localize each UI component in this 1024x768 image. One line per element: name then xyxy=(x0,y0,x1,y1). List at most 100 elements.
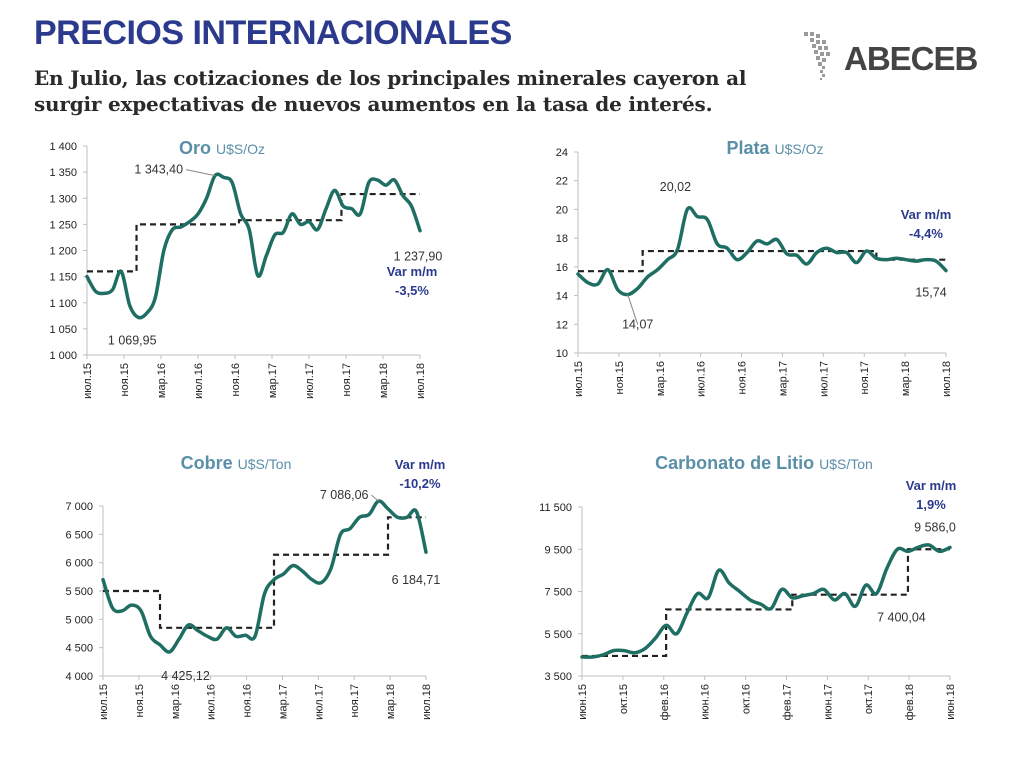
page-title: PRECIOS INTERNACIONALES xyxy=(34,14,512,52)
x-tick-label: ноя.16 xyxy=(230,363,242,396)
x-tick-label: мар.17 xyxy=(267,363,279,398)
x-tick-label: ноя.17 xyxy=(349,684,361,717)
data-label: 4 425,12 xyxy=(161,669,210,683)
y-tick-label: 11 500 xyxy=(539,502,572,514)
y-tick-label: 7 000 xyxy=(65,501,93,513)
x-tick-label: мар.18 xyxy=(900,361,912,396)
price-series-line xyxy=(85,172,422,320)
chart-oro: Oro U$S/Oz 1 000 1 050 1 100 1 150 1 200 1 250 1… xyxy=(49,138,442,399)
x-tick-label: мар.18 xyxy=(385,684,397,719)
price-series-line xyxy=(580,543,952,659)
x-tick-label: июл.18 xyxy=(421,684,433,720)
y-tick-label: 6 000 xyxy=(65,558,93,570)
logo-mark-icon xyxy=(804,32,830,80)
data-label: 20,02 xyxy=(660,180,691,194)
chart-title-main: Oro xyxy=(179,138,211,158)
data-label: 15,74 xyxy=(915,286,946,300)
chart-title: Cobre U$S/Ton xyxy=(181,453,292,473)
x-tick-label: ноя.15 xyxy=(614,361,626,394)
y-tick-label: 4 500 xyxy=(65,643,93,655)
y-tick-label: 1 000 xyxy=(49,350,77,362)
y-tick-label: 1 400 xyxy=(49,141,77,153)
annotation-leader xyxy=(371,494,379,502)
x-tick-label: мар.17 xyxy=(777,361,789,396)
data-label: 6 184,71 xyxy=(392,573,441,587)
x-tick-label: мар.16 xyxy=(655,361,667,396)
chart-title: Oro U$S/Oz xyxy=(179,138,265,158)
logo-text: ABECEB xyxy=(844,40,978,77)
x-tick-label: июл.15 xyxy=(82,363,94,399)
x-tick-label: ноя.15 xyxy=(134,684,146,717)
chart-title-main: Plata xyxy=(726,138,770,158)
data-label: 1 069,95 xyxy=(108,333,157,347)
data-label: 1 237,90 xyxy=(394,250,443,264)
chart-title-main: Cobre xyxy=(181,453,233,473)
y-tick-label: 5 500 xyxy=(544,629,572,641)
y-tick-label: 16 xyxy=(556,262,568,274)
y-tick-label: 1 300 xyxy=(49,193,77,205)
price-series-line xyxy=(101,499,428,654)
data-label: 14,07 xyxy=(622,318,653,332)
x-tick-label: июл.17 xyxy=(304,363,316,399)
var-value: -4,4% xyxy=(909,226,943,241)
price-series-line xyxy=(576,205,948,297)
x-tick-label: ноя.17 xyxy=(341,363,353,396)
chart-title-unit: U$S/Oz xyxy=(216,141,265,157)
x-tick-label: июл.15 xyxy=(573,361,585,397)
y-tick-label: 20 xyxy=(556,204,568,216)
x-tick-label: июл.18 xyxy=(941,361,953,397)
abeceb-logo: ABECEB xyxy=(800,30,990,90)
chart-title-unit: U$S/Ton xyxy=(819,456,873,472)
x-tick-label: мар.16 xyxy=(170,684,182,719)
y-tick-label: 24 xyxy=(556,147,568,159)
y-tick-label: 5 500 xyxy=(65,586,93,598)
y-tick-label: 1 350 xyxy=(49,167,77,179)
x-tick-label: окт.15 xyxy=(618,684,630,714)
chart-cobre: Cobre U$S/Ton 4 000 4 500 5 000 5 500 6 000 6 5… xyxy=(65,453,445,720)
x-tick-label: июл.16 xyxy=(206,684,218,720)
chart-plata: Plata U$S/Oz 10 12 14 16 18 20 22 24 июл.15 ноя.15 м… xyxy=(556,138,953,397)
x-tick-label: июл.16 xyxy=(696,361,708,397)
y-tick-label: 1 150 xyxy=(49,272,77,284)
y-tick-label: 22 xyxy=(556,176,568,188)
x-tick-label: июл.17 xyxy=(818,361,830,397)
data-label: 7 400,04 xyxy=(877,611,926,625)
x-tick-label: июл.17 xyxy=(313,684,325,720)
y-tick-label: 1 200 xyxy=(49,246,77,258)
x-tick-label: июн.16 xyxy=(700,684,712,720)
x-tick-label: мар.16 xyxy=(156,363,168,398)
y-tick-label: 1 050 xyxy=(49,324,77,336)
y-tick-label: 5 000 xyxy=(65,614,93,626)
data-label: 1 343,40 xyxy=(134,163,183,177)
x-tick-label: июн.17 xyxy=(822,684,834,720)
x-tick-label: мар.17 xyxy=(277,684,289,719)
data-label: 9 586,0 xyxy=(914,520,956,534)
var-value: 1,9% xyxy=(916,497,946,512)
x-tick-label: окт.17 xyxy=(863,684,875,714)
y-tick-label: 7 500 xyxy=(544,587,572,599)
var-value: -10,2% xyxy=(399,476,441,491)
x-tick-label: июл.18 xyxy=(415,363,427,399)
y-tick-label: 14 xyxy=(556,291,568,303)
var-label: Var m/m xyxy=(901,207,952,222)
y-tick-label: 4 000 xyxy=(65,671,93,683)
x-tick-label: фев.17 xyxy=(781,684,793,720)
x-tick-label: окт.16 xyxy=(741,684,753,714)
var-label: Var m/m xyxy=(395,457,446,472)
x-tick-label: ноя.15 xyxy=(119,363,131,396)
chart-title-unit: U$S/Ton xyxy=(238,456,292,472)
y-tick-label: 10 xyxy=(556,348,568,360)
y-tick-label: 6 500 xyxy=(65,529,93,541)
average-step-line xyxy=(582,548,950,658)
chart-title-unit: U$S/Oz xyxy=(775,141,824,157)
x-tick-label: июн.15 xyxy=(577,684,589,720)
subtitle-line-1: En Julio, las cotizaciones de los princi… xyxy=(34,66,747,90)
subtitle-line-2: surgir expectativas de nuevos aumentos e… xyxy=(34,92,713,116)
x-tick-label: фев.18 xyxy=(904,684,916,720)
chart-title: Plata U$S/Oz xyxy=(726,138,823,158)
average-step-line xyxy=(578,249,946,273)
x-tick-label: фев.16 xyxy=(659,684,671,720)
var-label: Var m/m xyxy=(387,264,438,279)
y-tick-label: 18 xyxy=(556,233,568,245)
